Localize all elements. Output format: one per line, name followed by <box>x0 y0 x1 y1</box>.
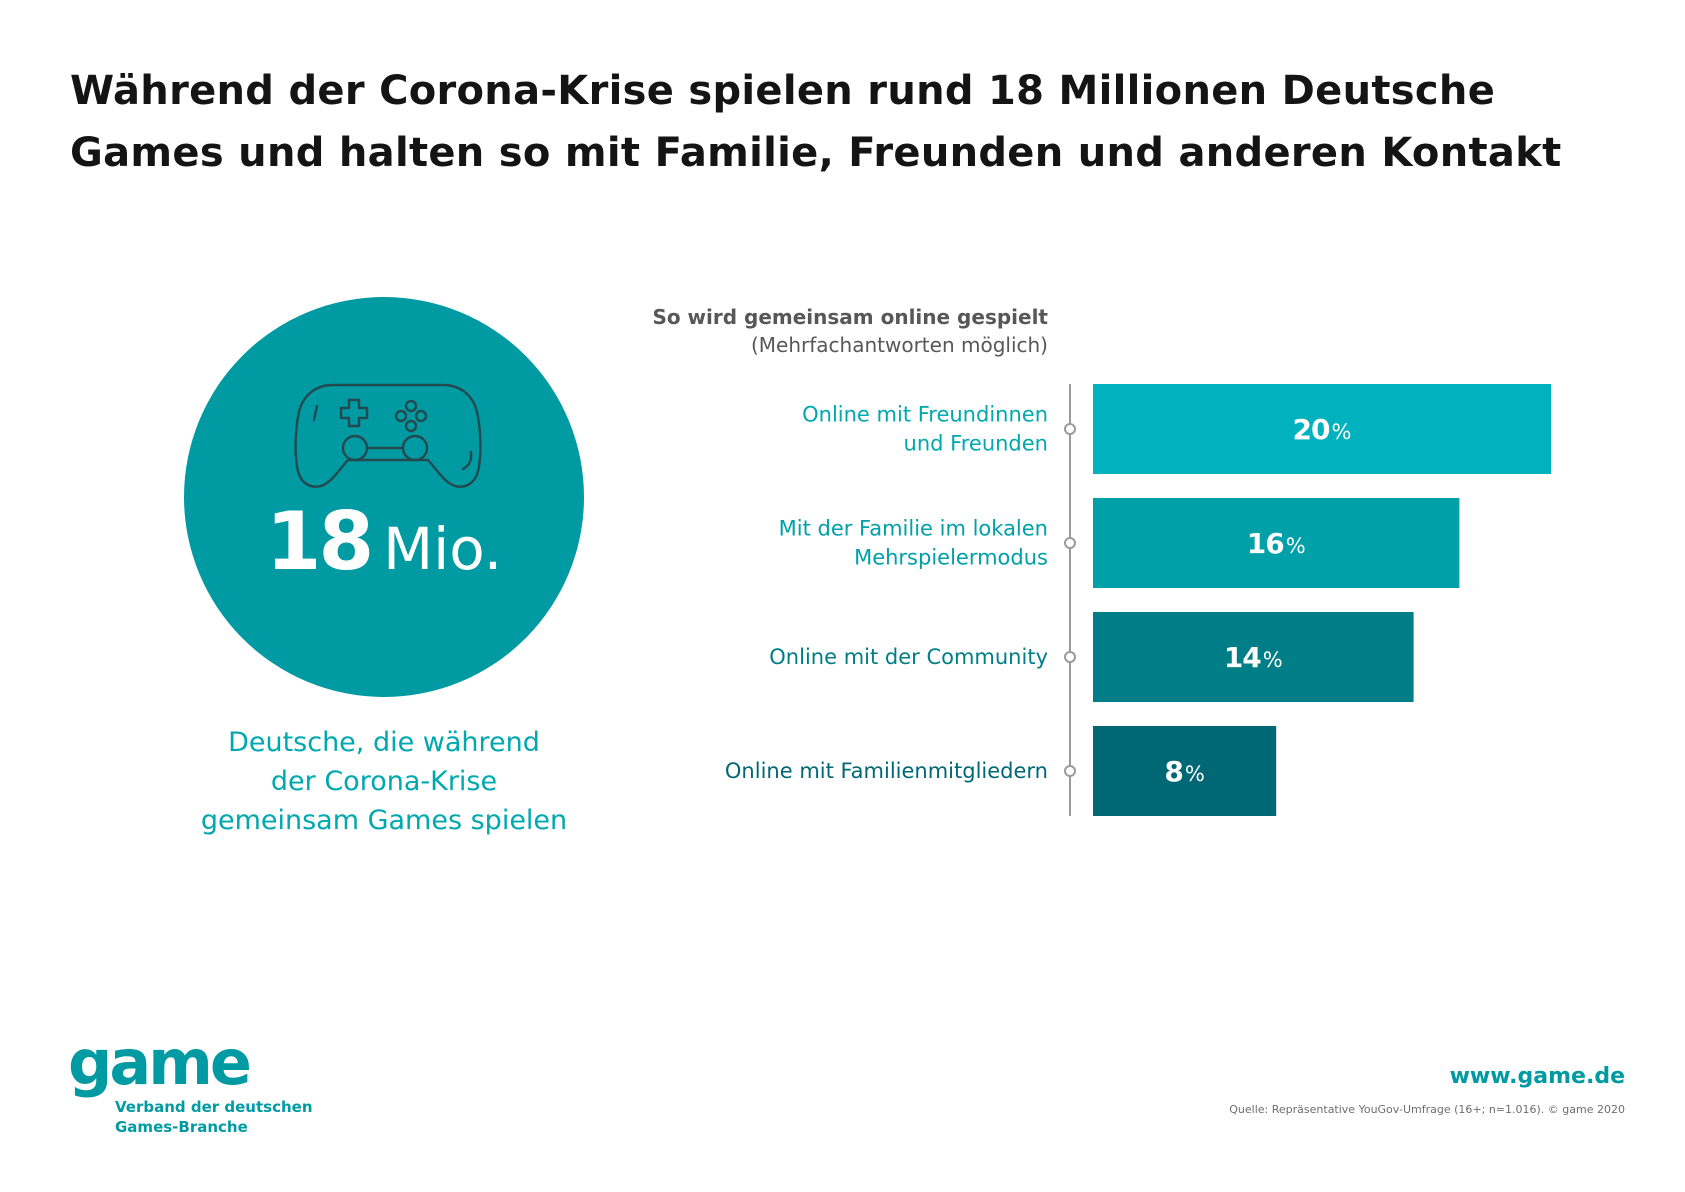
category-tick-marker <box>1064 423 1076 435</box>
category-label-line: Online mit Freundinnen <box>802 403 1048 427</box>
bar-value-label: 8% <box>1164 755 1204 788</box>
bar <box>1093 612 1414 702</box>
bar-value-label: 20% <box>1293 413 1352 446</box>
highlight-unit: Mio. <box>383 515 503 583</box>
bar-value-number: 14 <box>1224 641 1261 674</box>
bar-value-number: 16 <box>1247 527 1284 560</box>
title-line-1: Während der Corona-Krise spielen rund 18… <box>70 68 1496 114</box>
highlight-number: 18 <box>265 495 374 588</box>
bar <box>1093 498 1460 588</box>
chart-title: So wird gemeinsam online gespielt <box>652 305 1048 329</box>
bar-value-label: 16% <box>1247 527 1306 560</box>
category-tick-marker <box>1064 537 1076 549</box>
highlight-caption-line-2: der Corona-Krise <box>270 766 498 797</box>
logo-tagline-line-2: Games-Branche <box>115 1118 248 1136</box>
logo-tagline: Verband der deutschen Games-Branche <box>115 1097 313 1137</box>
bar <box>1093 384 1551 474</box>
website-link[interactable]: www.game.de <box>1449 1064 1625 1089</box>
highlight-caption-line-1: Deutsche, die während <box>228 727 540 758</box>
bar-value-number: 20 <box>1293 413 1330 446</box>
category-label-line: Mit der Familie im lokalen <box>779 517 1048 541</box>
category-label: Online mit Freundinnen und Freunden <box>802 403 1048 456</box>
category-tick-marker <box>1064 765 1076 777</box>
bar-value-unit: % <box>1286 534 1306 558</box>
title-line-2: Games und halten so mit Familie, Freunde… <box>70 130 1562 176</box>
category-label-line: Online mit Familienmitgliedern <box>725 759 1048 783</box>
category-label-line: Mehrspielermodus <box>854 546 1048 570</box>
bar-value-unit: % <box>1185 762 1205 786</box>
bar-value-unit: % <box>1332 420 1352 444</box>
category-tick-marker <box>1064 651 1076 663</box>
category-label-line: und Freunden <box>904 432 1048 456</box>
source-note: Quelle: Repräsentative YouGov-Umfrage (1… <box>1229 1103 1625 1116</box>
page-title: Während der Corona-Krise spielen rund 18… <box>70 60 1630 184</box>
game-logo: game <box>68 1038 253 1099</box>
chart-header: So wird gemeinsam online gespielt (Mehrf… <box>560 303 1048 359</box>
logo-tagline-line-1: Verband der deutschen <box>115 1098 313 1116</box>
bar-value-label: 14% <box>1224 641 1283 674</box>
highlight-circle <box>184 297 584 697</box>
category-label: Online mit Familienmitgliedern <box>725 759 1048 783</box>
gamepad-icon <box>294 383 482 488</box>
category-label-line: Online mit der Community <box>769 645 1048 669</box>
category-label: Mit der Familie im lokalen Mehrspielermod… <box>779 517 1048 570</box>
chart-subtitle: (Mehrfachantworten möglich) <box>750 333 1048 357</box>
category-label: Online mit der Community <box>769 645 1048 669</box>
highlight-caption-line-3: gemeinsam Games spielen <box>200 805 568 836</box>
bar <box>1093 726 1277 816</box>
highlight-caption: Deutsche, die während der Corona-Krise g… <box>134 723 634 840</box>
bar-value-unit: % <box>1263 648 1283 672</box>
logo-wordmark: game <box>68 1038 250 1099</box>
highlight-value: 18 Mio. <box>184 497 584 609</box>
bar-value-number: 8 <box>1164 755 1182 788</box>
